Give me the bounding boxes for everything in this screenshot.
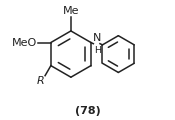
Text: Me: Me <box>63 6 79 16</box>
Text: N: N <box>92 33 101 43</box>
Text: R: R <box>36 76 44 86</box>
Text: MeO: MeO <box>12 38 38 48</box>
Text: (78): (78) <box>75 106 100 116</box>
Text: H: H <box>95 46 102 55</box>
